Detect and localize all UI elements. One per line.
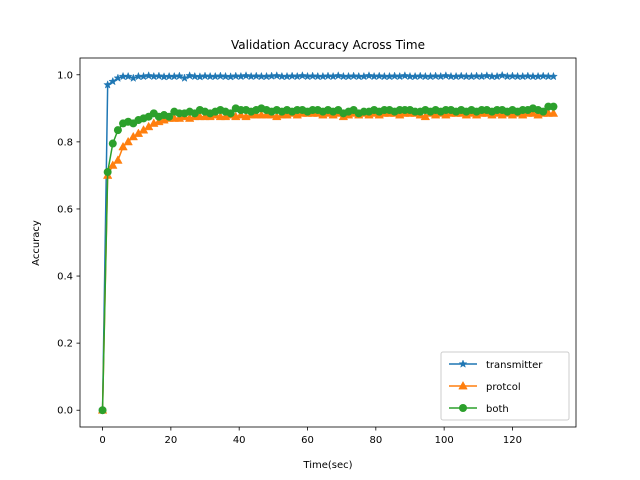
y-tick-label: 0.6 xyxy=(57,204,73,215)
data-point-transmitter xyxy=(548,71,558,81)
data-point-transmitter xyxy=(497,70,507,80)
legend-item-both: both xyxy=(449,404,509,415)
data-point-transmitter xyxy=(123,71,133,81)
y-tick-label: 1.0 xyxy=(57,70,73,81)
data-point-transmitter xyxy=(200,71,210,80)
data-point-transmitter xyxy=(221,71,230,81)
data-point-transmitter xyxy=(415,71,425,80)
data-point-transmitter xyxy=(128,73,138,82)
legend-label: transmitter xyxy=(486,360,543,371)
data-point-transmitter xyxy=(272,71,282,80)
x-tick-label: 0 xyxy=(99,435,105,446)
data-point-transmitter xyxy=(364,71,374,80)
data-point-transmitter xyxy=(456,71,466,80)
data-point-transmitter xyxy=(472,71,482,80)
data-point-transmitter xyxy=(241,71,251,80)
data-point-protcol xyxy=(548,108,559,117)
axes-frame xyxy=(79,57,577,428)
legend: transmitter protcol both xyxy=(440,351,570,421)
data-point-protcol xyxy=(118,141,128,151)
data-point-protcol xyxy=(528,108,538,117)
data-point-transmitter xyxy=(154,71,164,80)
data-point-both xyxy=(113,126,122,135)
y-tick-label: 0.4 xyxy=(57,272,73,283)
legend-item-protcol: protcol xyxy=(449,380,521,393)
data-point-transmitter xyxy=(523,71,533,80)
legend-marker xyxy=(459,404,467,412)
data-point-transmitter xyxy=(174,71,184,80)
data-point-transmitter xyxy=(308,71,318,80)
legend-marker xyxy=(458,359,468,368)
data-point-both xyxy=(108,139,117,148)
data-point-transmitter xyxy=(400,71,410,80)
legend-marker xyxy=(458,380,468,390)
data-point-transmitter xyxy=(507,71,517,80)
data-point-transmitter xyxy=(482,71,492,80)
data-point-transmitter xyxy=(113,73,123,82)
y-tick-label: 0.0 xyxy=(57,406,73,417)
data-point-protcol xyxy=(123,136,133,146)
data-point-protcol xyxy=(113,155,123,164)
x-tick-label: 20 xyxy=(164,435,177,446)
x-axis-label: Time(sec) xyxy=(302,460,352,471)
x-tick-label: 120 xyxy=(503,435,522,446)
plot-area: 0 20 40 60 80 100 120 0.0 0.2 0.4 0.6 0.8 1.0 xyxy=(57,57,577,446)
data-point-transmitter xyxy=(251,71,261,80)
data-point-both xyxy=(165,112,174,121)
data-point-both xyxy=(549,102,558,111)
series-both xyxy=(98,102,558,415)
legend-item-transmitter: transmitter xyxy=(449,359,543,371)
data-point-transmitter xyxy=(215,71,225,80)
legend-label: both xyxy=(486,404,509,415)
y-axis-label: Accuracy xyxy=(31,220,42,266)
data-point-transmitter xyxy=(390,71,400,80)
data-point-transmitter xyxy=(144,71,154,80)
data-point-transmitter xyxy=(431,71,441,80)
data-point-both xyxy=(103,168,112,177)
data-point-transmitter xyxy=(297,71,307,80)
x-tick-label: 80 xyxy=(369,435,382,446)
data-point-both xyxy=(539,107,548,116)
x-tick-label: 40 xyxy=(233,435,246,446)
data-point-both xyxy=(226,109,235,118)
data-point-transmitter xyxy=(441,71,451,80)
chart-title: Validation Accuracy Across Time xyxy=(231,38,425,52)
data-point-transmitter xyxy=(190,71,200,81)
x-tick-label: 60 xyxy=(301,435,314,446)
data-point-transmitter xyxy=(333,71,343,80)
y-tick-label: 0.2 xyxy=(57,339,73,350)
data-point-protcol xyxy=(236,110,246,119)
x-tick-label: 100 xyxy=(435,435,454,446)
data-point-transmitter xyxy=(185,71,195,80)
data-point-transmitter xyxy=(231,71,241,80)
data-point-protcol xyxy=(108,160,118,169)
data-point-transmitter xyxy=(538,71,548,80)
data-point-both xyxy=(98,406,107,415)
data-point-transmitter xyxy=(287,71,297,80)
data-point-transmitter xyxy=(180,73,190,82)
legend-box xyxy=(440,351,570,421)
data-point-transmitter xyxy=(323,71,333,80)
data-point-transmitter xyxy=(374,71,384,80)
legend-label: protcol xyxy=(486,382,521,393)
y-tick-label: 0.8 xyxy=(57,137,73,148)
data-point-transmitter xyxy=(349,71,359,80)
series-transmitter xyxy=(98,70,558,415)
